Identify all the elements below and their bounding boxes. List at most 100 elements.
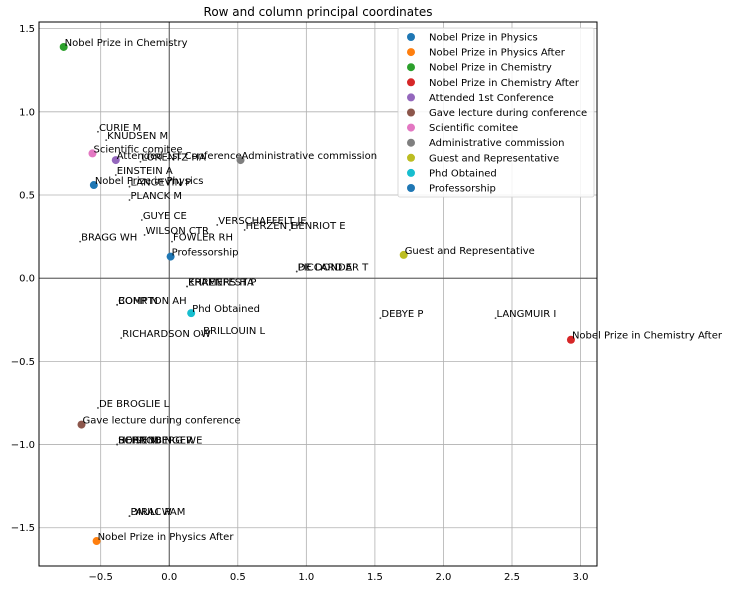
row-point-marker — [79, 240, 82, 243]
row-point-label: BORN M — [118, 436, 159, 447]
row-point-label: BRAGG WH — [81, 233, 137, 244]
row-point-marker — [494, 317, 497, 320]
y-tick-label: 0.0 — [19, 274, 35, 285]
row-point-marker — [128, 199, 131, 201]
x-tick-label: 1.5 — [367, 572, 383, 583]
legend: Nobel Prize in Physics Nobel Prize in Phy… — [397, 27, 595, 198]
series-point-label: Nobel Prize in Physics — [95, 176, 204, 187]
series-point-label: Professorship — [172, 248, 239, 259]
row-point-marker — [128, 185, 131, 188]
series-point — [92, 537, 101, 546]
zero-axes — [39, 22, 597, 566]
row-point-label: DE BROGLIE L — [99, 399, 170, 410]
row-point-marker — [116, 443, 119, 446]
row-point-marker — [295, 270, 298, 273]
x-tick-label: 2.0 — [435, 572, 451, 583]
legend-marker — [407, 153, 415, 162]
row-point-label: EHRENFEST P — [188, 278, 256, 289]
row-point-marker — [143, 234, 146, 236]
row-point-marker — [97, 407, 99, 409]
legend-marker — [407, 168, 415, 177]
row-point-label: LANGEVIN P — [130, 178, 191, 189]
y-tick-label: 1.5 — [19, 24, 35, 35]
legend-marker — [407, 93, 415, 102]
series-point-label: Nobel Prize in Chemistry — [65, 38, 188, 49]
row-point-marker — [186, 285, 188, 288]
row-point-label: WILSON CTR — [146, 226, 209, 237]
x-tick-label: 3.0 — [573, 572, 589, 583]
legend-marker — [407, 108, 415, 117]
series-point-label: Attended 1st Conference — [117, 151, 242, 162]
series-point-label: Administrative commission — [242, 151, 378, 162]
row-point-marker — [216, 224, 219, 226]
series-point — [566, 335, 575, 344]
series-point — [88, 149, 97, 158]
row-point-label: FOWLER RH — [173, 233, 233, 244]
row-point-label: GUYE CE — [143, 211, 187, 222]
legend-entry: Nobel Prize in Physics — [429, 33, 538, 44]
legend-entry: Attended 1st Conference — [429, 93, 554, 104]
series-point-label: Gave lecture during conference — [83, 416, 241, 427]
row-point-label: RICHARDSON OW — [122, 329, 211, 340]
row-point-marker — [379, 317, 382, 320]
legend-entry: Nobel Prize in Chemistry After — [429, 78, 580, 89]
row-point-marker — [114, 174, 117, 176]
legend-marker — [407, 138, 415, 147]
series-point — [59, 42, 68, 51]
x-tick-label: 1.0 — [298, 572, 314, 583]
row-point-marker — [288, 229, 291, 231]
tick-labels: −0.5 0.0 0.5 1.0 1.5 2.0 2.5 3.0 1.5 1.0 0.5 0.0 −0.… — [11, 24, 589, 583]
row-point-label: HERZEN E — [246, 221, 297, 232]
x-tick-label: 2.5 — [504, 572, 520, 583]
row-point-label: COMPTON AH — [118, 296, 187, 307]
series-point-label: Scientific comitee — [93, 144, 182, 155]
legend-marker — [407, 48, 415, 57]
x-tick-label: −0.5 — [89, 572, 113, 583]
legend-entry: Phd Obtained — [429, 168, 497, 179]
row-point-marker — [116, 303, 119, 306]
row-point-label: LANGMUIR I — [497, 309, 557, 320]
y-tick-label: 1.0 — [19, 107, 35, 118]
row-point-label: DIRAC PAM — [130, 507, 185, 518]
legend-entry: Guest and Representative — [429, 153, 559, 164]
legend-entry: Nobel Prize in Physics After — [429, 48, 566, 59]
row-point-label: HENRIOT E — [291, 221, 346, 232]
row-point-label: KRAMERS HA — [188, 278, 254, 289]
legend-entry: Gave lecture during conference — [429, 108, 587, 119]
row-point-label: DEBYE P — [381, 309, 423, 320]
row-point-label: HEISENBERG W — [118, 436, 196, 447]
row-point-label: CURIE M — [99, 123, 141, 134]
series-point — [89, 181, 98, 190]
series-point-label: Nobel Prize in Physics After — [98, 532, 235, 543]
y-tick-label: −1.0 — [11, 440, 35, 451]
series-point-label: Phd Obtained — [192, 304, 260, 315]
row-point-label: DE DONDER T — [298, 263, 369, 274]
row-point-marker — [243, 229, 246, 231]
series-point — [77, 420, 86, 429]
series-point — [166, 252, 175, 261]
row-point-label: EINSTEIN A — [117, 166, 173, 177]
legend-entry: Professorship — [429, 184, 496, 195]
series-point-label: Guest and Representative — [405, 246, 535, 257]
row-point-marker — [97, 130, 99, 133]
row-point-label: SCHRODINGER E — [118, 436, 202, 447]
series-point-label: Nobel Prize in Chemistry After — [572, 331, 723, 342]
legend-entry: Scientific comitee — [429, 123, 518, 134]
row-point-marker — [120, 337, 123, 339]
legend-marker — [407, 184, 415, 192]
row-point-marker — [171, 240, 173, 243]
series-point — [236, 156, 245, 165]
legend-marker — [407, 63, 415, 72]
row-point-label: PICCARD A — [298, 263, 353, 274]
series-point — [399, 250, 408, 259]
y-tick-label: 0.5 — [19, 191, 35, 202]
row-point-label: VERSCHAFFELT JE — [218, 216, 306, 227]
y-tick-label: −0.5 — [11, 357, 35, 368]
row-point-marker — [139, 160, 142, 163]
row-point-label: BOHR N — [118, 296, 158, 307]
row-point-marker — [201, 333, 204, 336]
series-points: Nobel Prize in Physics Nobel Prize in Phy… — [59, 38, 723, 546]
plot-frame — [38, 21, 598, 567]
